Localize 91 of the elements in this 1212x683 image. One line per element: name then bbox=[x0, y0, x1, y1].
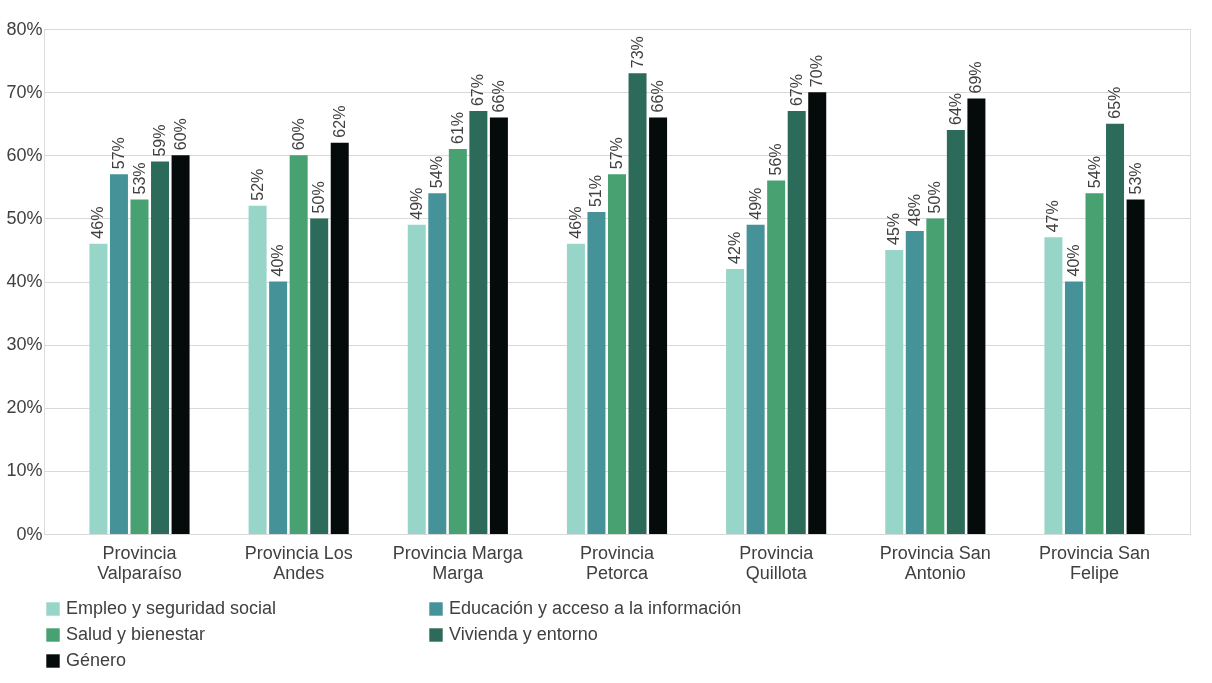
legend-label: Empleo y seguridad social bbox=[66, 598, 277, 618]
bar bbox=[905, 231, 924, 534]
data-label: 48% bbox=[905, 193, 923, 226]
data-label: 52% bbox=[248, 168, 266, 201]
data-label: 40% bbox=[269, 244, 287, 277]
data-label: 59% bbox=[151, 124, 169, 157]
bar bbox=[407, 224, 426, 534]
bar bbox=[808, 92, 827, 534]
bar bbox=[1106, 123, 1125, 534]
bar bbox=[1126, 199, 1145, 534]
data-label: 54% bbox=[428, 156, 446, 189]
bar bbox=[151, 161, 170, 534]
data-label: 67% bbox=[787, 74, 805, 107]
y-tick-label: 20% bbox=[6, 397, 43, 418]
legend-label: Género bbox=[66, 650, 127, 670]
y-tick-label: 60% bbox=[6, 144, 43, 165]
bar bbox=[608, 174, 626, 534]
bar bbox=[448, 148, 467, 534]
data-label: 60% bbox=[289, 118, 307, 151]
data-label: 66% bbox=[489, 80, 507, 113]
bar bbox=[967, 98, 986, 534]
legend-label: Vivienda y entorno bbox=[449, 624, 598, 644]
data-label: 46% bbox=[89, 206, 107, 239]
bar bbox=[289, 155, 308, 534]
x-tick-label: Provincia San Antonio bbox=[879, 542, 991, 583]
data-label: 69% bbox=[967, 61, 985, 94]
data-label: 56% bbox=[767, 143, 785, 176]
bar bbox=[130, 199, 149, 534]
bar bbox=[489, 117, 508, 534]
data-label: 62% bbox=[330, 105, 348, 138]
data-label: 64% bbox=[946, 92, 964, 125]
bar bbox=[1044, 237, 1063, 534]
x-tick-label: Provincia Quillota bbox=[739, 542, 815, 583]
bar bbox=[330, 142, 349, 534]
legend-label: Educación y acceso a la información bbox=[449, 598, 742, 618]
bar bbox=[767, 180, 786, 534]
bar bbox=[310, 218, 329, 534]
data-label: 49% bbox=[746, 187, 764, 220]
data-label: 67% bbox=[469, 74, 487, 107]
bar bbox=[269, 281, 288, 534]
y-tick-label: 10% bbox=[6, 460, 43, 481]
y-tick-label: 0% bbox=[16, 523, 43, 544]
data-label: 49% bbox=[407, 187, 425, 220]
bar bbox=[566, 243, 585, 534]
bar bbox=[428, 193, 447, 534]
bar bbox=[649, 117, 668, 534]
data-label: 65% bbox=[1106, 86, 1124, 119]
data-label: 73% bbox=[628, 36, 646, 69]
bar bbox=[1064, 281, 1083, 534]
bar bbox=[171, 155, 190, 534]
y-tick-label: 40% bbox=[6, 271, 43, 291]
y-tick-label: 30% bbox=[6, 334, 43, 355]
x-tick-label: Provincia Marga Marga bbox=[392, 542, 524, 583]
x-tick-label: Provincia Los Andes bbox=[244, 542, 353, 583]
bar bbox=[469, 111, 488, 534]
bar bbox=[587, 212, 606, 534]
data-label: 42% bbox=[726, 231, 744, 264]
data-label: 46% bbox=[566, 206, 584, 239]
bar bbox=[89, 243, 108, 534]
x-tick-label: Provincia Petorca bbox=[579, 542, 655, 583]
data-label: 50% bbox=[926, 181, 944, 214]
bar bbox=[248, 205, 267, 534]
data-label: 57% bbox=[109, 137, 127, 170]
y-tick-label: 70% bbox=[6, 81, 43, 102]
data-label: 51% bbox=[587, 175, 605, 208]
bar bbox=[628, 73, 647, 534]
bar bbox=[885, 249, 904, 534]
data-label: 54% bbox=[1085, 156, 1103, 189]
data-label: 45% bbox=[885, 212, 903, 245]
legend-label: Salud y bienestar bbox=[66, 624, 206, 644]
x-tick-label: Provincia Valparaíso bbox=[97, 542, 182, 583]
y-tick-label: 80% bbox=[6, 18, 43, 39]
bar bbox=[787, 111, 806, 534]
y-tick-label: 50% bbox=[6, 207, 43, 228]
x-tick-label: Provincia San Felipe bbox=[1038, 542, 1151, 583]
data-label: 57% bbox=[608, 137, 625, 170]
data-label: 40% bbox=[1064, 244, 1082, 277]
bar bbox=[946, 130, 965, 534]
data-label: 50% bbox=[310, 181, 328, 214]
data-label: 61% bbox=[448, 111, 466, 144]
data-label: 53% bbox=[1126, 162, 1144, 195]
data-label: 60% bbox=[171, 118, 189, 151]
data-label: 53% bbox=[130, 162, 148, 195]
bar bbox=[746, 224, 765, 534]
data-label: 47% bbox=[1044, 200, 1062, 233]
bar bbox=[926, 218, 945, 534]
bar bbox=[726, 268, 745, 534]
data-label: 70% bbox=[808, 55, 826, 88]
bar bbox=[109, 174, 128, 534]
data-label: 66% bbox=[649, 80, 667, 113]
bar bbox=[1085, 193, 1104, 534]
